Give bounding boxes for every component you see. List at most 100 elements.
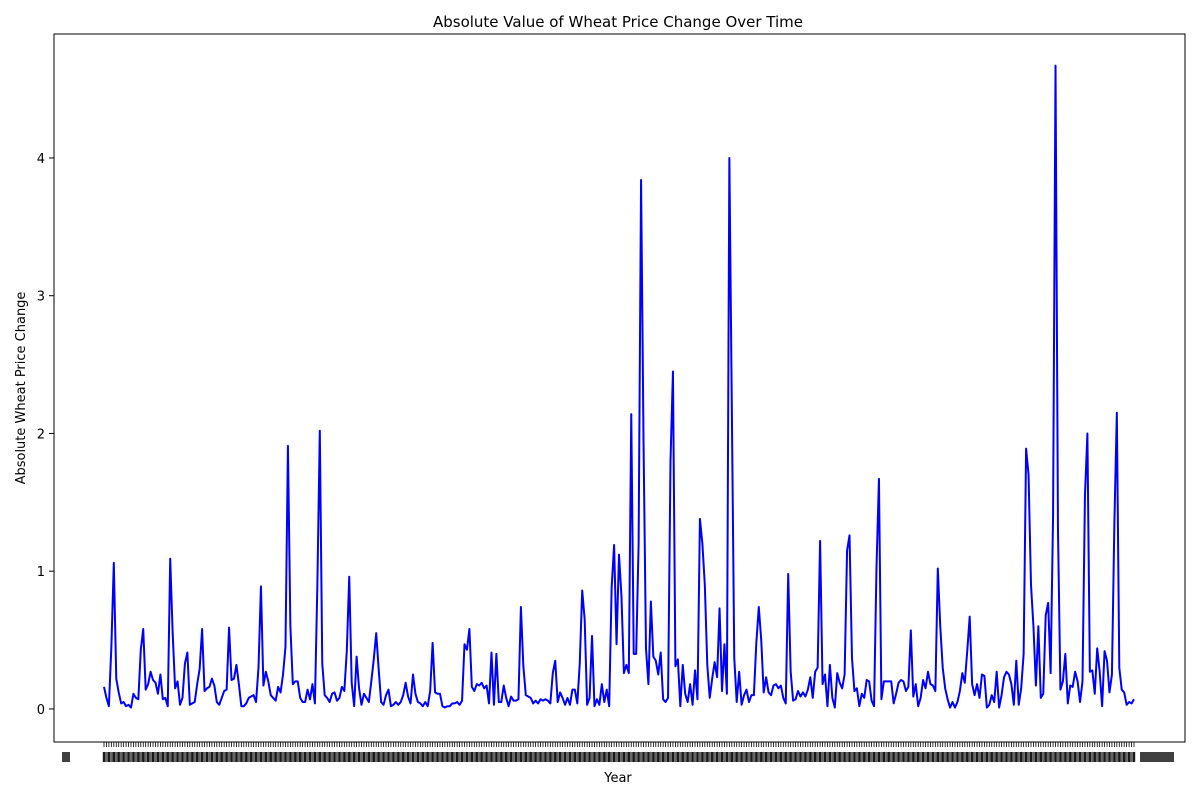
x-tick-label-glyph <box>215 752 219 762</box>
x-tick-label-glyph <box>571 752 574 762</box>
x-tick-label-glyph <box>588 752 591 762</box>
x-tick-label-glyph <box>978 752 981 762</box>
x-tick-label-glyph <box>129 752 133 762</box>
y-tick-label: 0 <box>37 703 45 718</box>
x-tick-label-glyph <box>983 752 986 762</box>
x-tick-label-glyph <box>693 752 697 762</box>
x-tick-label-glyph <box>706 752 709 762</box>
x-tick-label-glyph <box>590 752 594 762</box>
x-tick-label-glyph <box>946 752 949 762</box>
x-tick-label-glyph <box>203 752 206 762</box>
x-tick-label-glyph <box>995 752 998 762</box>
x-tick-label-glyph <box>828 752 832 762</box>
x-tick-label-glyph <box>360 752 363 762</box>
x-tick-label-glyph <box>733 752 736 762</box>
x-tick-label-glyph <box>284 752 287 762</box>
x-tick-label-glyph <box>458 752 461 762</box>
x-tick-label-glyph <box>242 752 245 762</box>
x-tick-label-glyph <box>1086 752 1089 762</box>
x-tick-label-glyph <box>463 752 466 762</box>
x-tick-label-glyph <box>213 752 216 762</box>
x-tick-label-glyph <box>980 752 984 762</box>
x-tick-label-glyph <box>149 752 152 762</box>
x-tick-label-glyph <box>254 752 258 762</box>
x-tick-label-glyph <box>610 752 613 762</box>
x-tick-label-glyph <box>1019 752 1023 762</box>
x-tick-label-glyph <box>436 752 439 762</box>
x-tick-label-glyph <box>186 752 189 762</box>
x-tick-label-glyph <box>475 752 478 762</box>
x-tick-label-glyph <box>764 752 768 762</box>
x-tick-label-glyph <box>497 752 501 762</box>
x-tick-label-glyph <box>1049 752 1052 762</box>
x-tick-label-glyph <box>171 752 174 762</box>
x-tick-label-glyph <box>556 752 559 762</box>
x-tick-label-glyph <box>446 752 449 762</box>
x-tick-label-glyph <box>208 752 211 762</box>
x-tick-label-glyph <box>671 752 675 762</box>
x-tick-label-glyph <box>563 752 567 762</box>
x-tick-label-glyph <box>652 752 655 762</box>
x-tick-label-glyph <box>1024 752 1028 762</box>
x-tick-label-glyph <box>1042 752 1045 762</box>
x-tick-label-glyph <box>318 752 322 762</box>
x-tick-label-glyph <box>348 752 351 762</box>
x-tick-label-glyph <box>892 752 895 762</box>
x-tick-label-glyph <box>804 752 807 762</box>
x-tick-label-glyph <box>1037 752 1040 762</box>
x-tick-label-glyph <box>1032 752 1035 762</box>
x-tick-label-glyph <box>1005 752 1008 762</box>
x-tick-label-glyph <box>379 752 383 762</box>
x-tick-label-glyph <box>860 752 863 762</box>
x-tick-label-glyph <box>176 752 179 762</box>
x-tick-label-glyph <box>308 752 312 762</box>
x-tick-label-glyph <box>710 752 714 762</box>
x-tick-label-glyph <box>161 752 165 762</box>
x-tick-label-glyph <box>218 752 221 762</box>
x-tick-label-glyph <box>1071 752 1074 762</box>
x-tick-label-glyph <box>397 752 400 762</box>
x-tick-label-glyph <box>715 752 719 762</box>
x-tick-label-glyph <box>794 752 797 762</box>
x-tick-label-glyph <box>566 752 569 762</box>
x-tick-label-glyph <box>191 752 194 762</box>
x-tick-label-glyph <box>730 752 734 762</box>
x-tick-label-glyph <box>941 752 944 762</box>
x-tick-label-glyph <box>502 752 505 762</box>
x-tick-label-glyph <box>259 752 263 762</box>
x-tick-label-glyph <box>880 752 883 762</box>
x-tick-label-glyph <box>401 752 405 762</box>
x-tick-label-glyph <box>791 752 795 762</box>
x-tick-label-glyph <box>939 752 942 762</box>
x-tick-label-glyph <box>1096 752 1099 762</box>
x-tick-label-glyph <box>885 752 888 762</box>
x-tick-label-glyph <box>796 752 800 762</box>
x-tick-label-glyph <box>686 752 689 762</box>
x-tick-label-glyph <box>737 752 741 762</box>
x-tick-label-glyph <box>311 752 314 762</box>
x-tick-label-glyph <box>637 752 640 762</box>
x-tick-label-glyph <box>245 752 248 762</box>
x-tick-label-glyph <box>1002 752 1006 762</box>
x-tick-label-glyph <box>500 752 503 762</box>
x-tick-label-glyph <box>973 752 976 762</box>
x-tick-label-glyph <box>382 752 385 762</box>
x-tick-label-glyph <box>887 752 890 762</box>
x-tick-label-glyph <box>1127 752 1131 762</box>
x-tick-label-glyph <box>975 752 979 762</box>
x-tick-label-glyph <box>183 752 187 762</box>
x-tick-label-glyph <box>757 752 760 762</box>
x-tick-label-glyph <box>961 752 964 762</box>
x-tick-label-glyph <box>237 752 241 762</box>
x-tick-label-glyph <box>1051 752 1055 762</box>
x-tick-label-glyph <box>1000 752 1003 762</box>
x-tick-label-glyph <box>453 752 456 762</box>
x-tick-label-glyph <box>632 752 635 762</box>
x-tick-label-glyph <box>899 752 903 762</box>
x-tick-label-glyph <box>919 752 922 762</box>
x-tick-label-glyph <box>1118 752 1121 762</box>
x-tick-label-glyph <box>156 752 160 762</box>
x-tick-label-glyph <box>615 752 618 762</box>
x-tick-label-glyph <box>139 752 142 762</box>
x-tick-label-glyph <box>1027 752 1030 762</box>
